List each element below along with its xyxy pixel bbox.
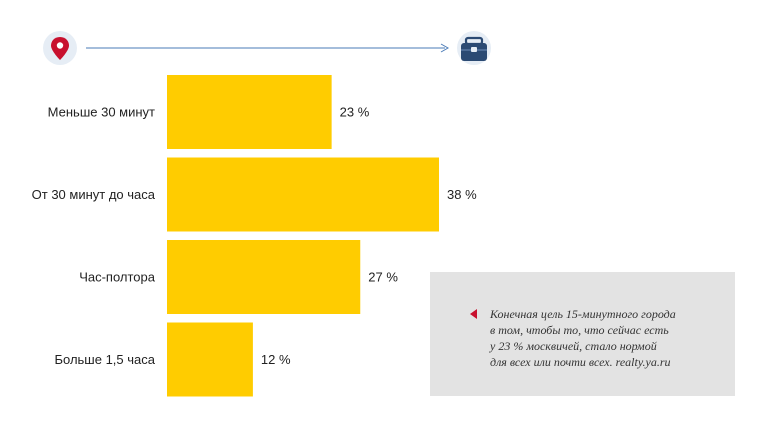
briefcase-icon (457, 31, 491, 65)
note-line: у 23 % москвичей, стало нормой (490, 339, 657, 353)
bar (167, 240, 361, 314)
bar (167, 157, 439, 232)
note-line: для всех или почти всех. realty.ya.ru (490, 355, 671, 369)
flow-header (43, 31, 491, 65)
value-label: 27 % (368, 270, 398, 285)
value-label: 23 % (340, 105, 370, 120)
note-marker-icon (470, 309, 477, 319)
note-box (430, 272, 735, 396)
location-pin-icon (43, 31, 77, 65)
value-label: 12 % (261, 352, 291, 367)
category-label: Меньше 30 минут (48, 105, 155, 120)
note-line: Конечная цель 15-минутного города (490, 307, 676, 321)
category-label: Больше 1,5 часа (54, 352, 155, 367)
arrow-head-icon (440, 43, 450, 53)
value-label: 38 % (447, 187, 477, 202)
category-label: От 30 минут до часа (32, 187, 156, 202)
note-line: в том, чтобы то, что сейчас есть (490, 323, 669, 337)
bar (167, 75, 332, 149)
bars-layer: Меньше 30 минут 23 % От 30 минут до часа 38… (32, 75, 477, 397)
bar (167, 322, 253, 397)
category-label: Час-полтора (79, 270, 156, 285)
note-text: Конечная цель 15-минутного города в том,… (490, 306, 720, 370)
